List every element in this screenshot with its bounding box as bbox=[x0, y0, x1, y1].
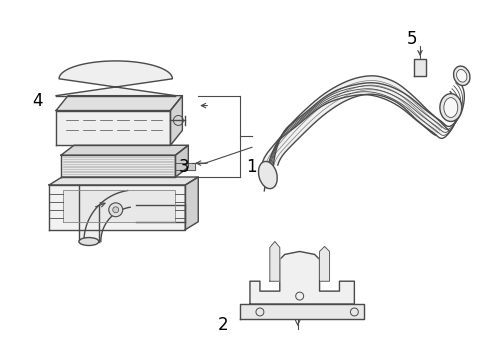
Circle shape bbox=[113, 207, 119, 213]
Polygon shape bbox=[319, 247, 329, 281]
Text: 3: 3 bbox=[178, 158, 189, 176]
Polygon shape bbox=[61, 155, 175, 177]
Polygon shape bbox=[175, 145, 188, 177]
Polygon shape bbox=[185, 177, 198, 230]
Ellipse shape bbox=[79, 238, 99, 246]
Text: 5: 5 bbox=[406, 30, 417, 48]
Polygon shape bbox=[79, 185, 99, 242]
Polygon shape bbox=[56, 61, 175, 96]
Polygon shape bbox=[249, 251, 354, 304]
Text: 2: 2 bbox=[217, 316, 227, 334]
Polygon shape bbox=[63, 190, 175, 222]
Polygon shape bbox=[135, 205, 185, 222]
Ellipse shape bbox=[443, 98, 457, 117]
Polygon shape bbox=[413, 59, 425, 76]
Polygon shape bbox=[49, 185, 185, 230]
Polygon shape bbox=[175, 163, 195, 170]
Polygon shape bbox=[84, 190, 130, 242]
Polygon shape bbox=[49, 177, 198, 185]
Polygon shape bbox=[56, 96, 182, 111]
Polygon shape bbox=[170, 96, 182, 145]
Polygon shape bbox=[61, 145, 188, 155]
Ellipse shape bbox=[456, 69, 466, 82]
Ellipse shape bbox=[452, 66, 469, 86]
Text: 4: 4 bbox=[33, 93, 43, 111]
Polygon shape bbox=[56, 111, 170, 145]
Ellipse shape bbox=[258, 161, 277, 189]
Text: 1: 1 bbox=[246, 158, 257, 176]
Ellipse shape bbox=[439, 94, 461, 121]
Circle shape bbox=[108, 203, 122, 217]
Polygon shape bbox=[240, 304, 364, 319]
Polygon shape bbox=[262, 76, 448, 165]
Polygon shape bbox=[269, 242, 279, 281]
